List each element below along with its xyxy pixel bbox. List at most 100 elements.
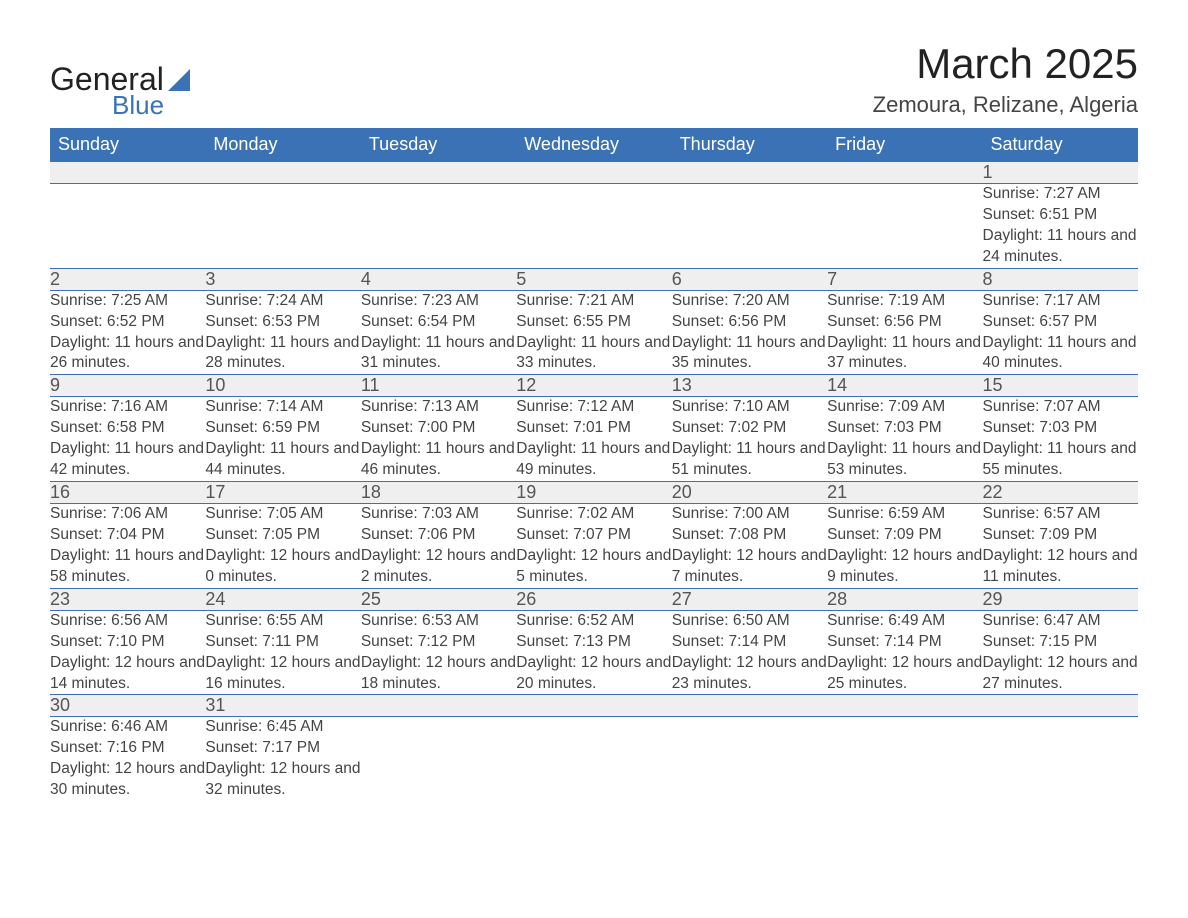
day-detail-cell (672, 717, 827, 801)
day-detail-cell: Sunrise: 7:09 AM Sunset: 7:03 PM Dayligh… (827, 397, 982, 482)
day-number-cell: 18 (361, 482, 516, 504)
weekday-header: Saturday (983, 128, 1138, 162)
day-detail-cell (827, 717, 982, 801)
day-number-cell: 15 (983, 375, 1138, 397)
day-detail-cell (361, 717, 516, 801)
day-detail-cell (983, 717, 1138, 801)
logo: General Blue (50, 63, 190, 118)
day-number-cell (827, 162, 982, 184)
day-number-cell (50, 162, 205, 184)
day-number-cell: 19 (516, 482, 671, 504)
day-detail-row: Sunrise: 6:56 AM Sunset: 7:10 PM Dayligh… (50, 610, 1138, 695)
day-number-cell: 31 (205, 695, 360, 717)
day-detail-cell (50, 184, 205, 269)
day-detail-cell: Sunrise: 7:27 AM Sunset: 6:51 PM Dayligh… (983, 184, 1138, 269)
day-detail-cell: Sunrise: 6:53 AM Sunset: 7:12 PM Dayligh… (361, 610, 516, 695)
day-number-row: 1 (50, 162, 1138, 184)
day-detail-row: Sunrise: 6:46 AM Sunset: 7:16 PM Dayligh… (50, 717, 1138, 801)
day-detail-cell: Sunrise: 7:17 AM Sunset: 6:57 PM Dayligh… (983, 290, 1138, 375)
day-number-cell (205, 162, 360, 184)
day-detail-cell (672, 184, 827, 269)
day-number-cell: 4 (361, 268, 516, 290)
day-number-cell: 10 (205, 375, 360, 397)
day-number-cell: 22 (983, 482, 1138, 504)
day-number-cell: 23 (50, 588, 205, 610)
day-detail-cell: Sunrise: 7:24 AM Sunset: 6:53 PM Dayligh… (205, 290, 360, 375)
day-number-cell: 29 (983, 588, 1138, 610)
day-detail-cell: Sunrise: 7:23 AM Sunset: 6:54 PM Dayligh… (361, 290, 516, 375)
day-detail-cell: Sunrise: 7:16 AM Sunset: 6:58 PM Dayligh… (50, 397, 205, 482)
location-text: Zemoura, Relizane, Algeria (873, 92, 1138, 118)
day-number-cell (361, 162, 516, 184)
day-number-cell: 14 (827, 375, 982, 397)
day-number-cell: 28 (827, 588, 982, 610)
page-header: General Blue March 2025 Zemoura, Relizan… (50, 40, 1138, 118)
day-detail-cell: Sunrise: 7:13 AM Sunset: 7:00 PM Dayligh… (361, 397, 516, 482)
day-number-cell: 20 (672, 482, 827, 504)
day-detail-cell: Sunrise: 7:07 AM Sunset: 7:03 PM Dayligh… (983, 397, 1138, 482)
day-detail-cell (516, 717, 671, 801)
logo-blue-text: Blue (112, 92, 190, 118)
day-detail-cell: Sunrise: 6:52 AM Sunset: 7:13 PM Dayligh… (516, 610, 671, 695)
day-detail-cell: Sunrise: 7:19 AM Sunset: 6:56 PM Dayligh… (827, 290, 982, 375)
day-detail-cell: Sunrise: 7:06 AM Sunset: 7:04 PM Dayligh… (50, 504, 205, 589)
day-number-cell: 7 (827, 268, 982, 290)
day-number-cell: 12 (516, 375, 671, 397)
day-detail-cell: Sunrise: 7:21 AM Sunset: 6:55 PM Dayligh… (516, 290, 671, 375)
day-number-cell (672, 695, 827, 717)
day-detail-cell: Sunrise: 7:12 AM Sunset: 7:01 PM Dayligh… (516, 397, 671, 482)
day-number-row: 3031 (50, 695, 1138, 717)
day-number-cell (516, 695, 671, 717)
day-number-cell: 3 (205, 268, 360, 290)
day-detail-cell: Sunrise: 7:00 AM Sunset: 7:08 PM Dayligh… (672, 504, 827, 589)
day-number-row: 2345678 (50, 268, 1138, 290)
day-number-cell: 25 (361, 588, 516, 610)
day-number-cell: 13 (672, 375, 827, 397)
weekday-header: Monday (205, 128, 360, 162)
weekday-header: Sunday (50, 128, 205, 162)
day-number-cell: 2 (50, 268, 205, 290)
calendar-table: Sunday Monday Tuesday Wednesday Thursday… (50, 128, 1138, 801)
weekday-header: Wednesday (516, 128, 671, 162)
day-detail-cell: Sunrise: 7:02 AM Sunset: 7:07 PM Dayligh… (516, 504, 671, 589)
day-number-cell: 26 (516, 588, 671, 610)
day-number-cell (516, 162, 671, 184)
day-number-cell: 21 (827, 482, 982, 504)
day-detail-cell: Sunrise: 7:25 AM Sunset: 6:52 PM Dayligh… (50, 290, 205, 375)
day-detail-cell: Sunrise: 6:50 AM Sunset: 7:14 PM Dayligh… (672, 610, 827, 695)
day-detail-cell: Sunrise: 6:46 AM Sunset: 7:16 PM Dayligh… (50, 717, 205, 801)
day-detail-cell: Sunrise: 7:10 AM Sunset: 7:02 PM Dayligh… (672, 397, 827, 482)
day-detail-cell: Sunrise: 6:56 AM Sunset: 7:10 PM Dayligh… (50, 610, 205, 695)
day-number-cell: 11 (361, 375, 516, 397)
day-detail-cell: Sunrise: 6:47 AM Sunset: 7:15 PM Dayligh… (983, 610, 1138, 695)
day-detail-row: Sunrise: 7:06 AM Sunset: 7:04 PM Dayligh… (50, 504, 1138, 589)
day-number-cell: 6 (672, 268, 827, 290)
day-detail-cell: Sunrise: 7:03 AM Sunset: 7:06 PM Dayligh… (361, 504, 516, 589)
day-detail-cell (516, 184, 671, 269)
day-number-row: 9101112131415 (50, 375, 1138, 397)
day-detail-row: Sunrise: 7:25 AM Sunset: 6:52 PM Dayligh… (50, 290, 1138, 375)
calendar-body: 1Sunrise: 7:27 AM Sunset: 6:51 PM Daylig… (50, 162, 1138, 802)
day-number-row: 23242526272829 (50, 588, 1138, 610)
day-detail-cell: Sunrise: 6:45 AM Sunset: 7:17 PM Dayligh… (205, 717, 360, 801)
day-number-cell (672, 162, 827, 184)
weekday-header: Thursday (672, 128, 827, 162)
day-detail-row: Sunrise: 7:16 AM Sunset: 6:58 PM Dayligh… (50, 397, 1138, 482)
day-detail-cell (361, 184, 516, 269)
day-number-cell: 17 (205, 482, 360, 504)
day-detail-cell: Sunrise: 6:59 AM Sunset: 7:09 PM Dayligh… (827, 504, 982, 589)
weekday-header-row: Sunday Monday Tuesday Wednesday Thursday… (50, 128, 1138, 162)
day-detail-cell: Sunrise: 6:55 AM Sunset: 7:11 PM Dayligh… (205, 610, 360, 695)
day-detail-row: Sunrise: 7:27 AM Sunset: 6:51 PM Dayligh… (50, 184, 1138, 269)
day-number-cell: 27 (672, 588, 827, 610)
day-detail-cell: Sunrise: 7:20 AM Sunset: 6:56 PM Dayligh… (672, 290, 827, 375)
day-number-cell: 9 (50, 375, 205, 397)
day-number-cell: 24 (205, 588, 360, 610)
day-detail-cell (205, 184, 360, 269)
day-number-cell: 8 (983, 268, 1138, 290)
logo-sail-icon (168, 69, 190, 91)
day-number-cell: 30 (50, 695, 205, 717)
title-block: March 2025 Zemoura, Relizane, Algeria (873, 40, 1138, 118)
day-number-cell (827, 695, 982, 717)
day-detail-cell (827, 184, 982, 269)
